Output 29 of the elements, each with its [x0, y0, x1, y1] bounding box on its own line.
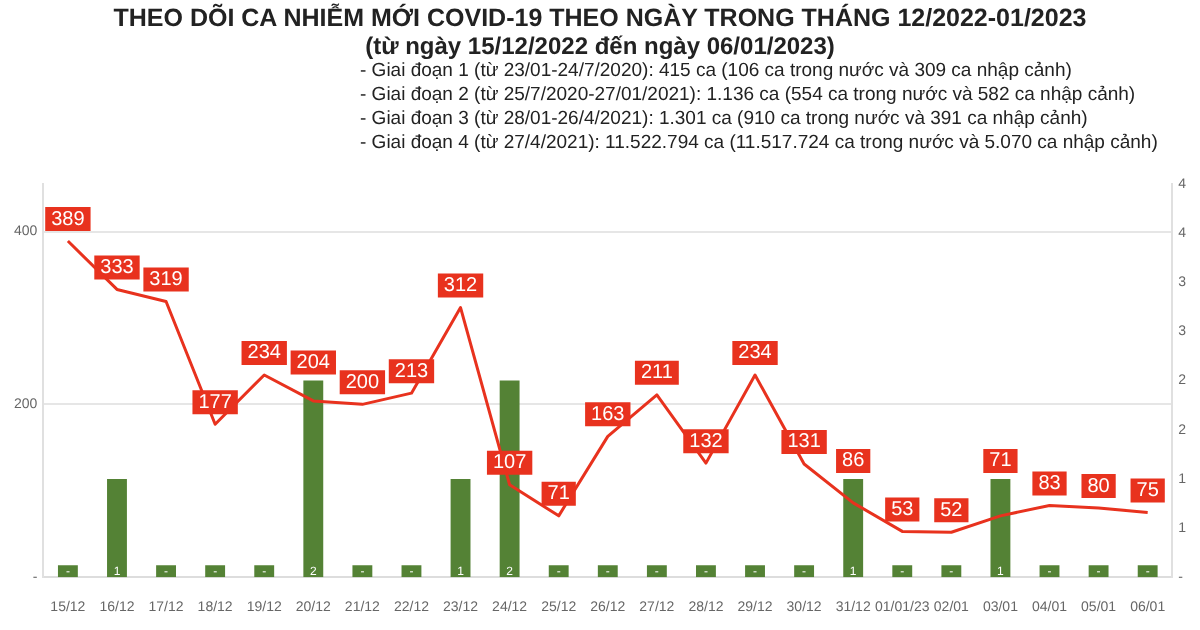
- data-label: 71: [547, 483, 571, 506]
- chart-title: THEO DÕI CA NHIỄM MỚI COVID-19 THEO NGÀY TRONG THÁNG 12/2022-01/2023: [111, 4, 1089, 32]
- data-label: 213: [394, 360, 430, 383]
- data-label: 80: [1087, 475, 1111, 498]
- chart-subtitle: (từ ngày 15/12/2022 đến ngày 06/01/2023): [363, 32, 837, 60]
- data-label: 107: [492, 452, 528, 475]
- data-label: 234: [738, 342, 773, 365]
- data-label: 333: [100, 256, 135, 279]
- data-label: 312: [443, 275, 479, 298]
- data-label: 204: [296, 352, 331, 375]
- data-label: 75: [1136, 479, 1160, 502]
- data-label: 53: [891, 498, 915, 521]
- text: - Giai đoạn 3 (từ 28/01-26/4/2021): 1.301 ca (910 ca trong nước và 391 ca nhập cảnh): [360, 108, 1090, 132]
- data-label: 71: [989, 450, 1013, 473]
- data-label: 177: [198, 391, 233, 414]
- data-label: 52: [940, 499, 964, 522]
- data-label: 319: [149, 269, 184, 292]
- data-label: 389: [51, 208, 86, 231]
- data-label: 131: [787, 431, 822, 454]
- data-label: 132: [689, 430, 724, 453]
- data-label: 86: [842, 450, 866, 473]
- data-label: 234: [247, 342, 282, 365]
- text: - Giai đoạn 1 (từ 23/01-24/7/2020): 415 ca (106 ca trong nước và 309 ca nhập cảnh): [360, 60, 1074, 84]
- data-label: 211: [640, 362, 674, 385]
- text: - Giai đoạn 4 (từ 27/4/2021): 11.522.794 ca (11.517.724 ca trong nước và 5.070 ca nhập cảnh): [360, 132, 1160, 156]
- data-label: 200: [345, 371, 380, 394]
- text: - Giai đoạn 2 (từ 25/7/2020-27/01/2021): 1.136 ca (554 ca trong nước và 582 ca nhập cảnh): [360, 84, 1138, 108]
- data-label: 83: [1038, 472, 1062, 495]
- data-label: 163: [591, 403, 626, 426]
